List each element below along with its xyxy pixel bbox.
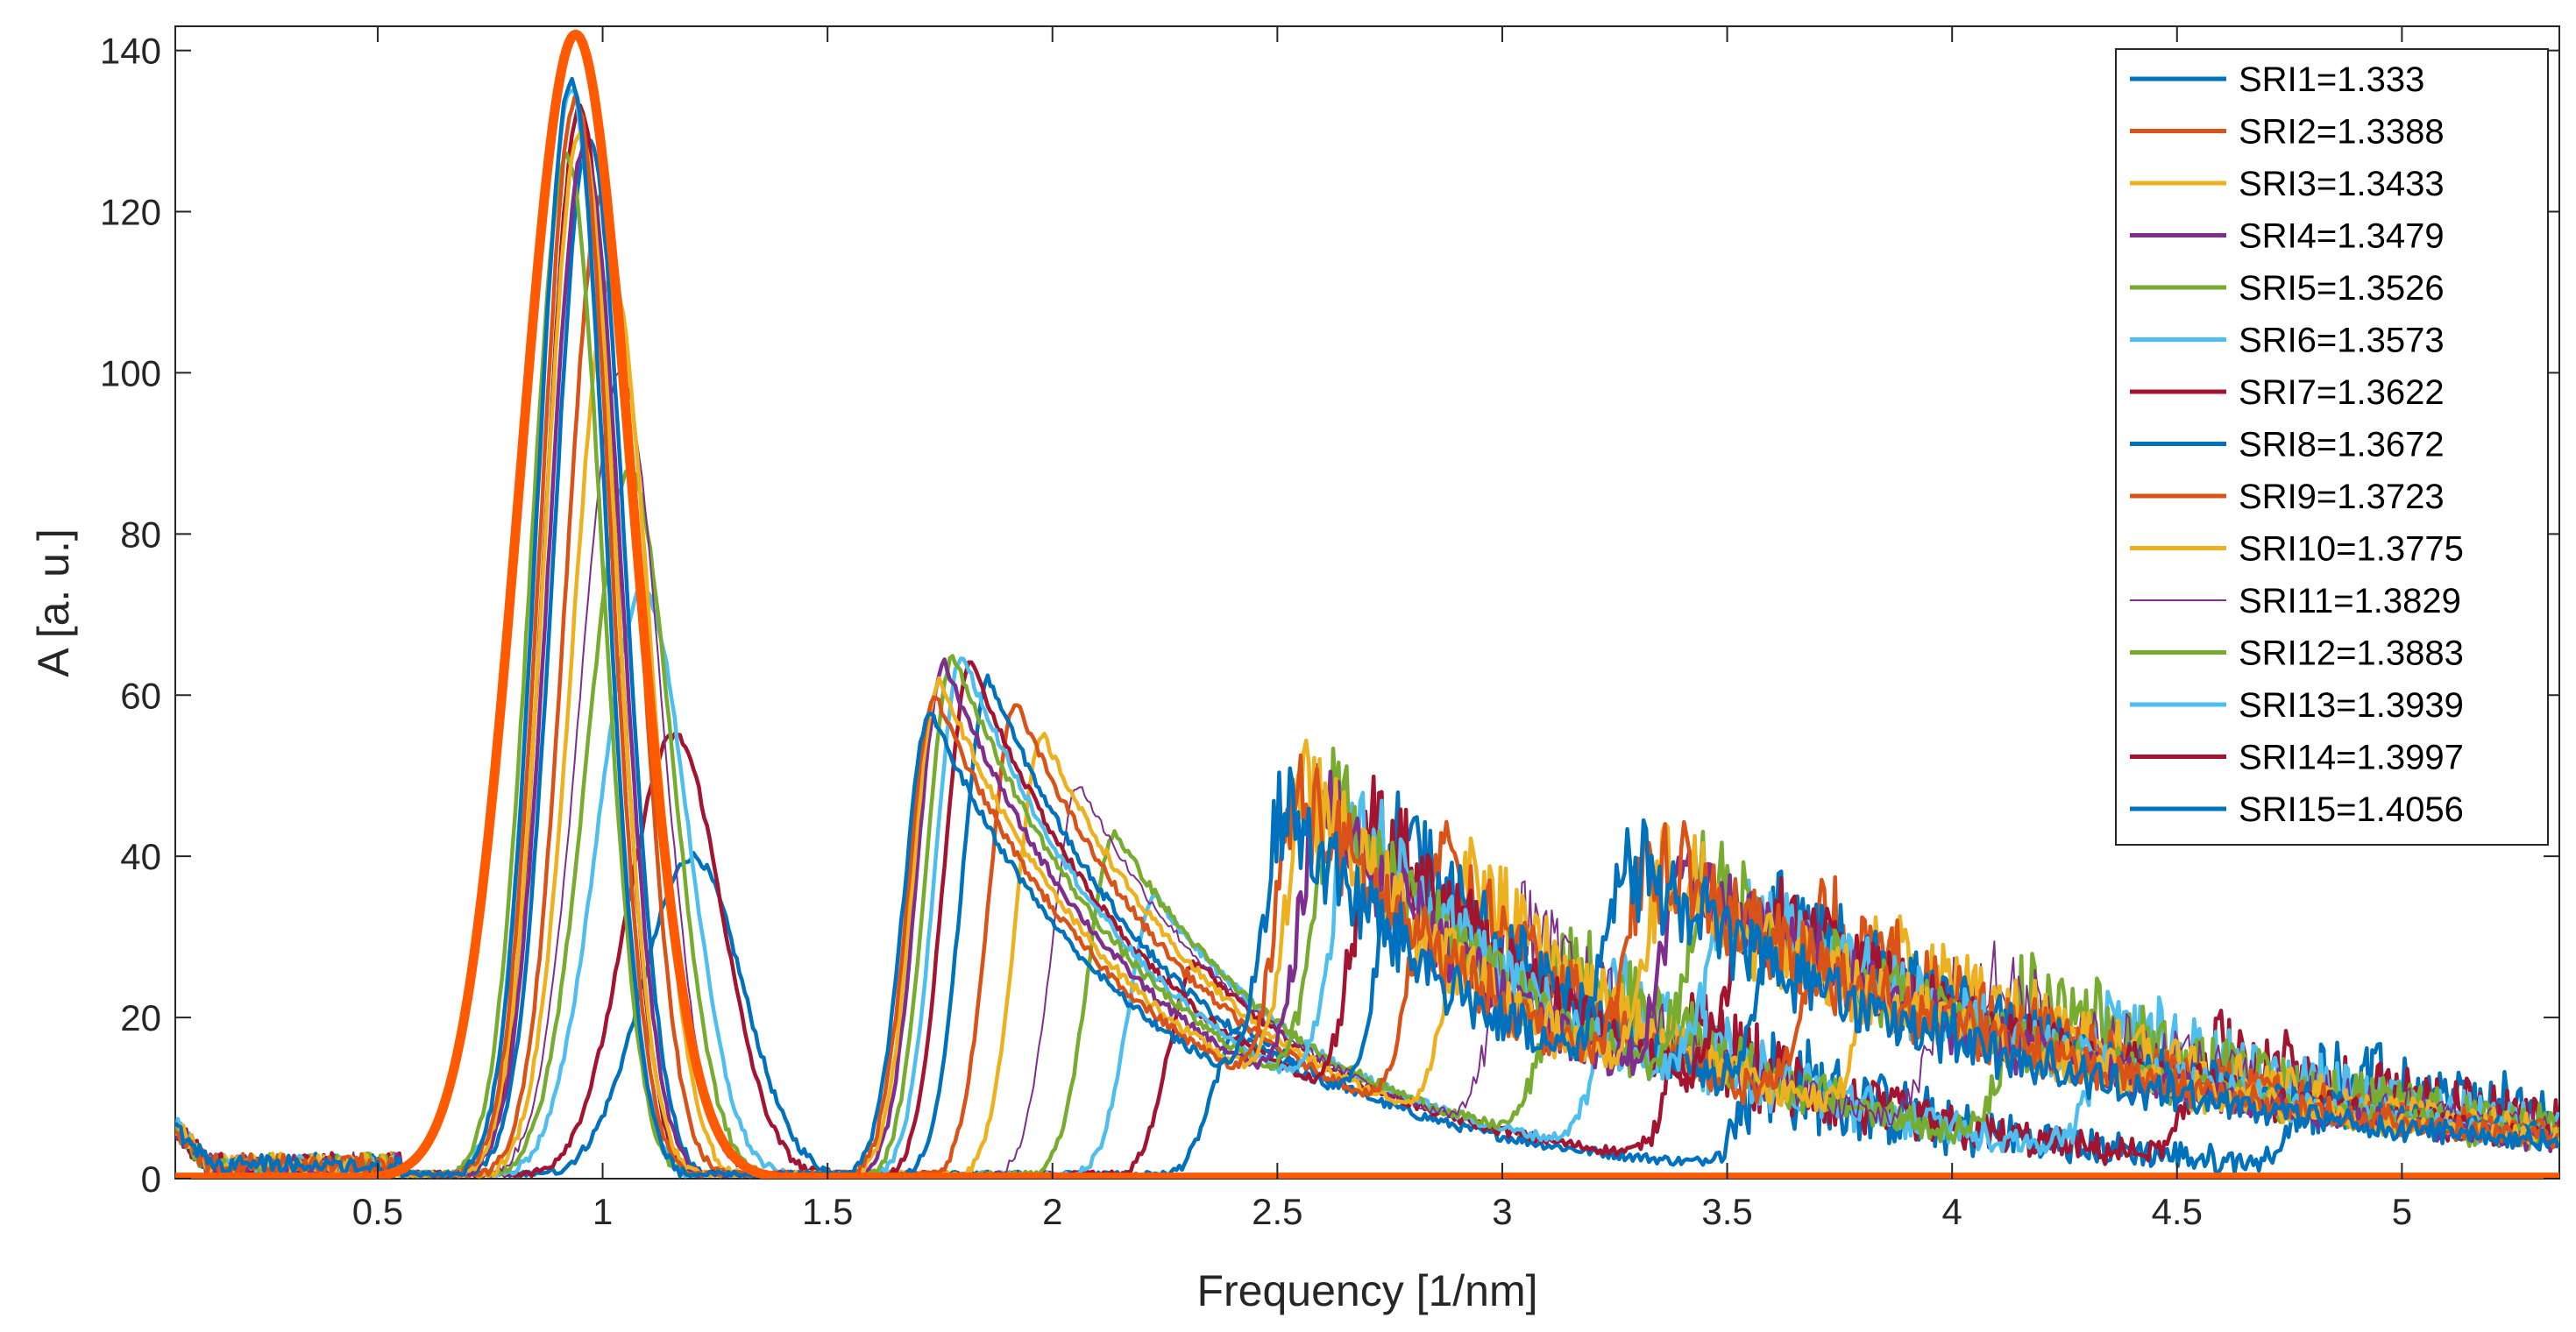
legend-label: SRI5=1.3526 xyxy=(2239,269,2445,308)
x-tick-label: 3.5 xyxy=(1701,1191,1752,1232)
legend: SRI1=1.333 SRI2=1.3388 SRI3=1.3433 SRI4=1.3… xyxy=(2115,48,2549,846)
x-tick-label: 4 xyxy=(1941,1191,1962,1232)
legend-label: SRI8=1.3672 xyxy=(2239,426,2445,464)
envelope-line xyxy=(175,29,2559,1179)
legend-label: SRI7=1.3622 xyxy=(2239,373,2445,412)
series-line-sri12 xyxy=(175,466,2559,1179)
x-tick-label: 1.5 xyxy=(802,1191,853,1232)
x-tick-label: 0.5 xyxy=(352,1191,403,1232)
legend-label: SRI11=1.3829 xyxy=(2239,582,2461,620)
legend-label: SRI14=1.3997 xyxy=(2239,739,2464,777)
x-tick-label: 3 xyxy=(1492,1191,1512,1232)
y-tick-label: 40 xyxy=(120,836,161,877)
legend-label: SRI15=1.4056 xyxy=(2239,790,2464,829)
legend-label: SRI9=1.3723 xyxy=(2239,478,2445,516)
x-tick-label: 2.5 xyxy=(1252,1191,1302,1232)
x-axis: 0.5 1 1.5 2 2.5 3 3.5 4 4.5 5 xyxy=(352,26,2412,1232)
legend-label: SRI13=1.3939 xyxy=(2239,686,2464,725)
y-axis: 0 20 40 60 80 100 120 140 xyxy=(100,31,2559,1200)
y-tick-label: 140 xyxy=(100,31,161,72)
legend-label: SRI3=1.3433 xyxy=(2239,165,2445,203)
y-axis-title: A [a. u.] xyxy=(29,528,78,677)
legend-label: SRI2=1.3388 xyxy=(2239,113,2445,152)
series-line-sri8 xyxy=(175,137,2559,1179)
y-tick-label: 80 xyxy=(120,514,161,555)
legend-label: SRI10=1.3775 xyxy=(2239,530,2464,569)
x-tick-label: 4.5 xyxy=(2152,1191,2203,1232)
series-line-sri1 xyxy=(175,76,2559,1179)
x-axis-title: Frequency [1/nm] xyxy=(1196,1266,1537,1315)
y-tick-label: 120 xyxy=(100,192,161,233)
series-layer xyxy=(175,29,2559,1179)
legend-label: SRI12=1.3883 xyxy=(2239,634,2464,673)
legend-label: SRI6=1.3573 xyxy=(2239,322,2445,360)
x-tick-label: 5 xyxy=(2392,1191,2412,1232)
y-tick-label: 0 xyxy=(141,1158,161,1200)
legend-label: SRI4=1.3479 xyxy=(2239,217,2445,256)
x-tick-label: 2 xyxy=(1042,1191,1062,1232)
y-tick-label: 60 xyxy=(120,675,161,716)
x-tick-label: 1 xyxy=(593,1191,613,1232)
y-tick-label: 20 xyxy=(120,997,161,1038)
y-tick-label: 100 xyxy=(100,352,161,393)
legend-label: SRI1=1.333 xyxy=(2239,60,2424,99)
